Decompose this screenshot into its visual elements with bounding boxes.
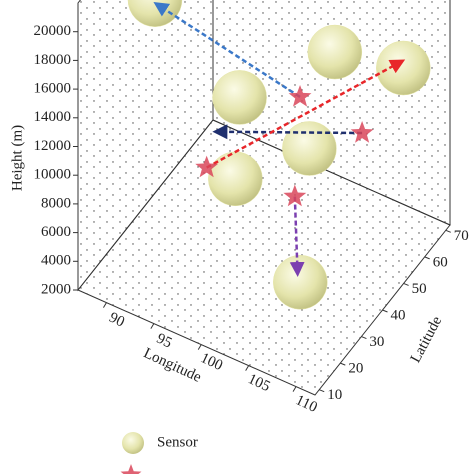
y-tick-label: 40: [391, 307, 406, 323]
target: [195, 155, 219, 178]
sensor: [307, 24, 363, 80]
z-tick-label: 8000: [41, 195, 71, 211]
sensor: [208, 151, 263, 207]
x-tick: [150, 323, 155, 329]
side-wall: [77, 0, 214, 292]
target: [288, 84, 312, 107]
y-tick: [424, 256, 430, 260]
y-tick: [445, 229, 451, 233]
legend-label: Sensor: [157, 434, 198, 450]
x-axis-title: Longitude: [141, 345, 204, 386]
z-tick-label: 14000: [34, 109, 72, 125]
y-tick-label: 30: [369, 334, 384, 350]
target: [283, 184, 307, 207]
y-axis-title: Latitude: [408, 314, 446, 366]
target: [350, 121, 374, 143]
z-axis-title: Height (m): [9, 125, 25, 191]
arrow: [206, 59, 406, 169]
arrow: [153, 2, 301, 99]
legend-swatch: [122, 432, 144, 454]
sensor: [282, 121, 337, 176]
x-tick-label: 95: [154, 331, 174, 352]
y-tick-label: 70: [454, 228, 469, 244]
z-tick-label: 18000: [34, 52, 72, 68]
legend-label: Target: [157, 471, 196, 474]
z-tick-label: 20000: [34, 23, 72, 39]
z-tick-label: 6000: [41, 224, 71, 240]
x-tick: [197, 344, 202, 350]
y-tick: [382, 309, 388, 313]
y-tick: [340, 362, 346, 366]
sensor: [376, 40, 431, 96]
sensor: [273, 255, 328, 310]
x-tick-label: 90: [106, 310, 126, 331]
y-tick-label: 50: [412, 281, 427, 297]
y-tick-label: 10: [327, 387, 342, 403]
x-tick-label: 110: [293, 392, 320, 416]
x-tick: [292, 386, 297, 392]
z-tick-label: 10000: [34, 167, 72, 183]
sensor: [212, 70, 267, 125]
x-tick: [245, 365, 250, 371]
legend-swatch: [120, 464, 142, 474]
z-tick-label: 12000: [34, 138, 72, 154]
z-tick-label: 16000: [34, 81, 72, 97]
x-tick: [103, 302, 107, 308]
y-tick: [361, 336, 367, 340]
z-tick-label: 2000: [41, 281, 71, 297]
y-tick: [319, 389, 325, 393]
y-tick-label: 60: [433, 254, 448, 270]
y-tick: [403, 282, 409, 286]
y-tick-label: 20: [348, 361, 363, 377]
z-tick-label: 4000: [41, 253, 71, 269]
arrow: [289, 196, 305, 278]
